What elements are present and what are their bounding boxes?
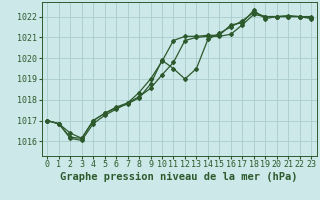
X-axis label: Graphe pression niveau de la mer (hPa): Graphe pression niveau de la mer (hPa) (60, 172, 298, 182)
